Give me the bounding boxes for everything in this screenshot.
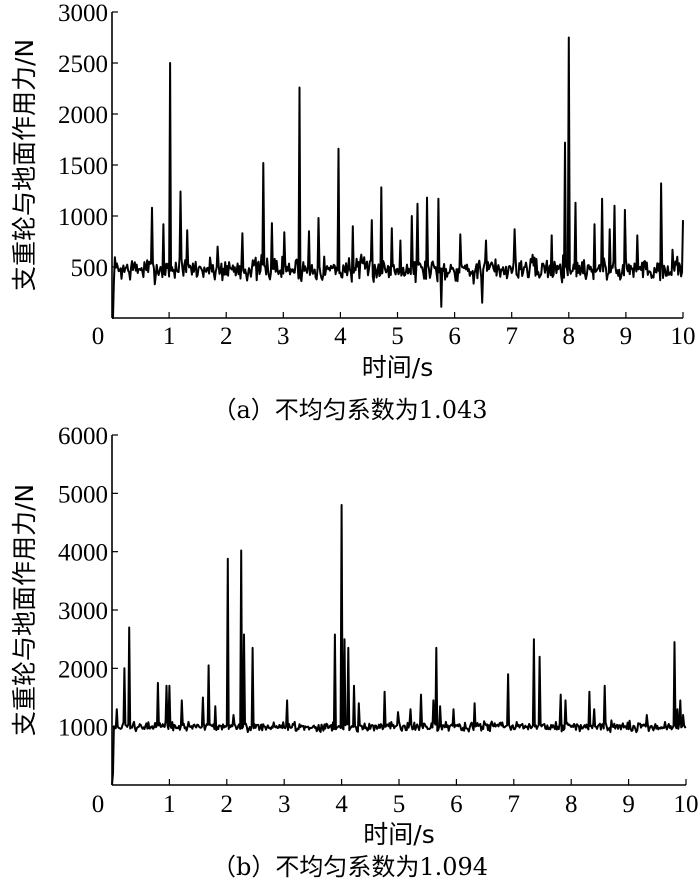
chart-caption: （a）不均匀系数为1.043 <box>212 396 487 424</box>
x-tick-label: 5 <box>393 791 406 818</box>
x-tick-label: 10 <box>674 791 699 818</box>
series-line <box>112 36 684 319</box>
x-tick-label: 0 <box>92 791 105 818</box>
x-tick-label: 0 <box>92 323 105 350</box>
y-axis-label: 支重轮与地面作用力/N <box>10 39 39 291</box>
x-tick-label: 5 <box>391 323 404 350</box>
x-tick-label: 9 <box>622 791 635 818</box>
x-tick-label: 10 <box>671 323 696 350</box>
x-tick-label: 2 <box>221 791 234 818</box>
x-tick-label: 7 <box>508 791 521 818</box>
x-tick-label: 9 <box>620 323 633 350</box>
x-tick-label: 3 <box>278 791 291 818</box>
x-tick-label: 8 <box>565 791 578 818</box>
x-tick-label: 1 <box>163 791 176 818</box>
y-tick-label: 2000 <box>58 102 108 129</box>
x-tick-label: 1 <box>163 323 176 350</box>
chart-caption: （b）不均匀系数为1.094 <box>212 853 488 881</box>
x-axis-label: 时间/s <box>363 820 434 849</box>
x-tick-label: 4 <box>334 323 347 350</box>
y-tick-label: 500 <box>71 255 109 282</box>
x-tick-label: 2 <box>220 323 233 350</box>
y-tick-label: 3000 <box>58 0 108 27</box>
y-tick-label: 1000 <box>58 715 108 742</box>
y-tick-label: 1500 <box>58 153 108 180</box>
chart-panel-b: 0 1 2 3 4 5 6 7 8 9 10 1000 2000 3000 4000 5000 6000 时间/s… <box>10 423 699 881</box>
x-tick-label: 8 <box>563 323 576 350</box>
y-tick-label: 3000 <box>58 598 108 625</box>
y-tick-label: 4000 <box>58 540 108 567</box>
y-tick-label: 2500 <box>58 51 108 78</box>
x-tick-label: 4 <box>335 791 348 818</box>
y-tick-label: 2000 <box>58 656 108 683</box>
y-tick-label: 5000 <box>58 481 108 508</box>
x-tick-label: 6 <box>450 791 463 818</box>
x-axis-label: 时间/s <box>362 353 433 382</box>
y-tick-label: 1000 <box>58 204 108 231</box>
series-line <box>111 504 687 786</box>
x-tick-label: 3 <box>277 323 290 350</box>
x-tick-label: 7 <box>505 323 518 350</box>
chart-panel-a: 0 1 2 3 4 5 6 7 8 9 10 500 1000 1500 2000 2500 3000 时间/s 支… <box>10 0 696 424</box>
x-tick-label: 6 <box>448 323 461 350</box>
y-tick-label: 6000 <box>58 423 108 450</box>
y-axis-label: 支重轮与地面作用力/N <box>10 484 39 736</box>
